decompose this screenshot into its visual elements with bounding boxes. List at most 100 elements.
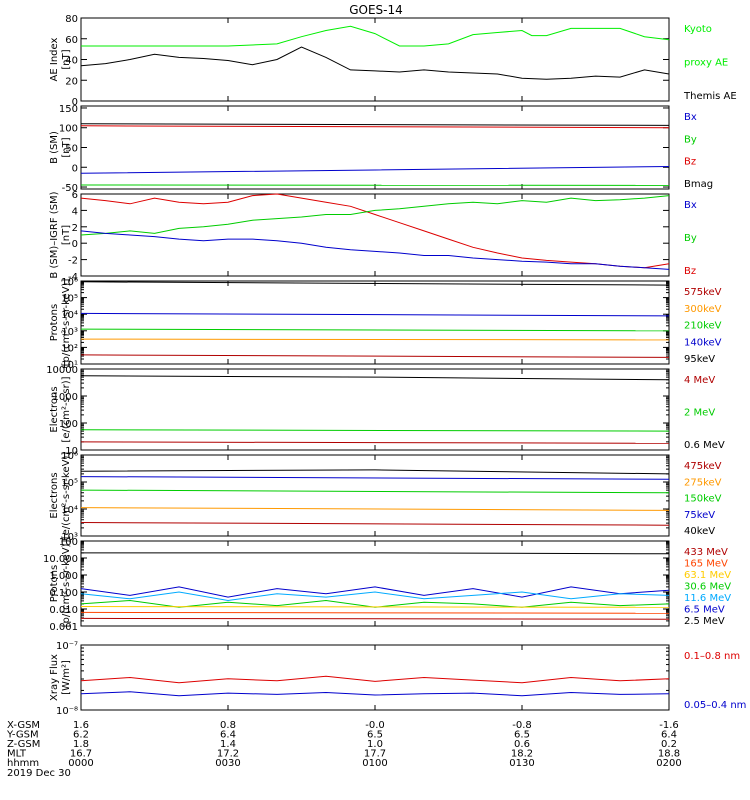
y-tick-label: 10⁵	[61, 478, 78, 489]
y-tick-label: 0	[72, 97, 78, 108]
y-axis-label: Electrons	[49, 472, 60, 518]
series-line	[80, 166, 670, 174]
y-tick-label: 1000	[53, 392, 78, 403]
legend-label: 30.6 MeV	[684, 582, 731, 593]
panel-frame	[80, 368, 670, 451]
series-line	[80, 354, 670, 358]
legend-label: Kyoto	[684, 24, 712, 35]
legend-label: 4 MeV	[684, 375, 715, 386]
y-tick-label: -2	[68, 256, 78, 267]
panel-frame	[80, 17, 670, 102]
orbit-row-value: 0200	[656, 758, 681, 769]
y-axis-label: [nT]	[61, 225, 72, 245]
y-tick-label: 10³	[61, 327, 78, 338]
orbit-row-value: 1.0	[367, 739, 383, 750]
orbit-row-value: 17.7	[364, 749, 386, 760]
orbit-row-value: -1.6	[659, 720, 679, 731]
panel-frame	[80, 280, 670, 365]
legend-label: Bmag	[684, 179, 713, 190]
series-line	[80, 611, 670, 614]
series-line	[80, 691, 670, 697]
y-tick-label: 150	[59, 104, 78, 115]
series-line	[80, 441, 670, 444]
panel-4: 10¹ 10² 10³ 10⁴ 10⁵ 10⁶ Protons [p/(cm²-s-sr-ke…	[49, 277, 722, 371]
y-tick-label: 10⁻⁷	[56, 641, 78, 652]
y-axis-label: AE Index	[49, 37, 60, 81]
legend-label: 0.1–0.8 nm	[684, 651, 740, 662]
legend-label: proxy AE	[684, 58, 728, 69]
orbit-row-value: 0.6	[514, 739, 530, 750]
orbit-row-value: 17.2	[217, 749, 239, 760]
series-line	[80, 476, 670, 480]
orbit-row-value: 6.5	[367, 730, 383, 741]
y-axis-label: B (SM)–IGRF (SM)	[49, 191, 60, 278]
series-line	[80, 489, 670, 494]
y-tick-label: 100	[59, 124, 78, 135]
y-tick-label: 10	[65, 446, 78, 457]
panel-5: 10 100 1000 10000 Electrons [e/(cm²-s-sr)] 4 M…	[46, 365, 725, 457]
legend-label: 6.5 MeV	[684, 605, 725, 616]
orbit-row-value: 1.4	[220, 739, 236, 750]
legend-label: 300keV	[684, 304, 722, 315]
orbit-row-label: MLT	[7, 749, 27, 760]
legend-label: 150keV	[684, 494, 722, 505]
series-line	[80, 312, 670, 317]
y-axis-label: Electrons	[49, 386, 60, 432]
panel-2: -50 0 50 100 150 B (SM) [nT] Bx By Bz Bmag	[49, 104, 713, 194]
panel-frame	[80, 105, 670, 190]
orbit-row-value: 0.2	[661, 739, 677, 750]
plot-title: GOES-14	[349, 3, 403, 17]
legend-label: Themis AE	[683, 91, 737, 102]
series-line	[80, 281, 670, 286]
orbit-row-label: hhmm	[7, 758, 39, 769]
y-axis-label: B (SM)	[49, 131, 60, 164]
y-axis-label: Protons	[49, 565, 60, 602]
series-line	[80, 195, 670, 236]
orbit-row-value: 16.7	[70, 749, 92, 760]
y-tick-label: 10⁴	[61, 505, 78, 516]
y-tick-label: 60	[65, 35, 78, 46]
y-tick-label: -50	[62, 183, 78, 194]
series-line	[80, 230, 670, 270]
orbit-row-value: 6.5	[514, 730, 530, 741]
orbit-row-value: 6.4	[661, 730, 677, 741]
y-tick-label: 100	[59, 537, 78, 548]
legend-label: Bz	[684, 266, 696, 277]
series-line	[80, 522, 670, 526]
y-tick-label: 0.010	[49, 605, 78, 616]
y-tick-label: 6	[72, 190, 78, 201]
y-tick-label: 10.000	[43, 554, 78, 565]
series-line	[80, 469, 670, 475]
y-tick-label: 10³	[61, 532, 78, 543]
panel-1: 0 20 40 60 80 AE Index [nT] Kyoto proxy AE Themis…	[49, 14, 737, 108]
y-tick-label: 40	[65, 56, 78, 67]
y-tick-label: 0	[72, 163, 78, 174]
y-tick-label: 10⁻⁸	[56, 706, 78, 717]
legend-label: 95keV	[684, 354, 715, 365]
series-line	[80, 328, 670, 332]
legend-label: By	[684, 233, 697, 244]
plot-date: 2019 Dec 30	[7, 768, 71, 779]
y-tick-label: 4	[72, 206, 78, 217]
y-tick-label: 50	[65, 144, 78, 155]
orbit-row-value: 0100	[362, 758, 387, 769]
legend-label: 0.05–0.4 nm	[684, 700, 746, 711]
legend-label: 275keV	[684, 477, 722, 488]
y-axis-label: [p/(cm²-s-sr-keV)]	[61, 540, 72, 628]
legend-label: 475keV	[684, 461, 722, 472]
y-tick-label: 10¹	[61, 360, 78, 371]
series-line	[80, 46, 670, 80]
y-tick-label: 80	[65, 14, 78, 25]
series-line	[81, 25, 670, 47]
panel-3: -4 -2 0 2 4 6 B (SM)–IGRF (SM) [nT] Bx By Bz	[49, 190, 697, 283]
series-line	[80, 338, 670, 341]
orbit-row-value: 1.6	[73, 720, 89, 731]
series-line	[80, 507, 670, 511]
y-tick-label: 0	[72, 239, 78, 250]
legend-label: 2.5 MeV	[684, 616, 725, 627]
orbit-row-value: -0.0	[365, 720, 385, 731]
orbit-row-value: 0130	[509, 758, 534, 769]
y-axis-label: [e/(cm²-s-sr)]	[61, 376, 72, 442]
